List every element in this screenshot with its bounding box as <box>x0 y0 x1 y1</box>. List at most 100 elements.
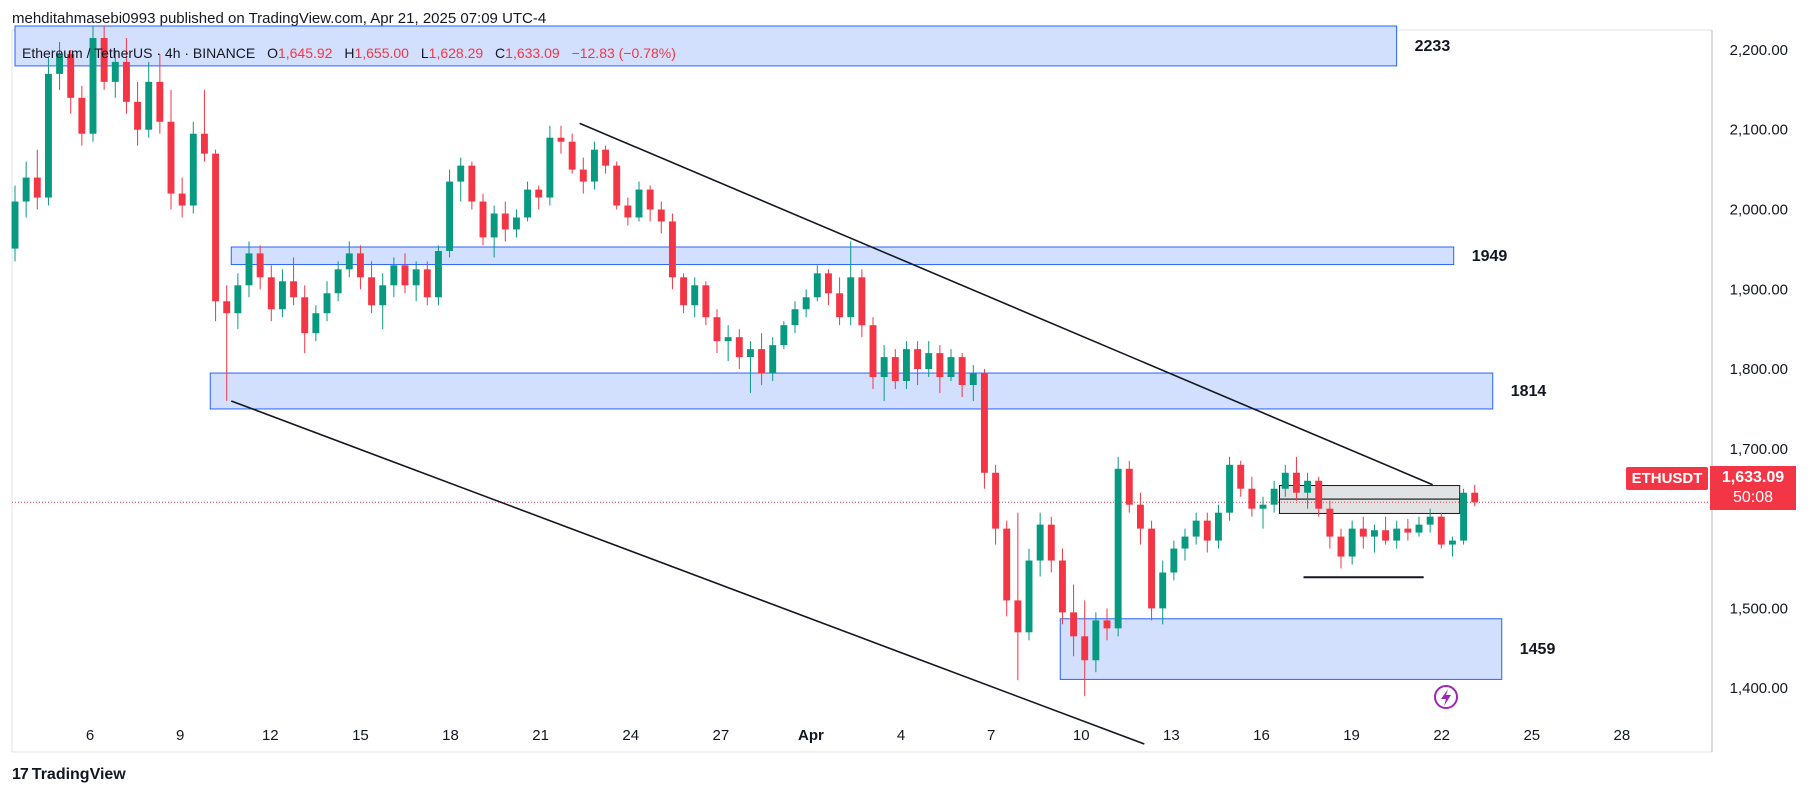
candle-body <box>1281 472 1289 489</box>
candle-body <box>356 253 364 278</box>
candle <box>546 125 554 206</box>
candle <box>1460 488 1468 545</box>
candle-body <box>11 201 19 249</box>
candle <box>758 333 766 386</box>
candle <box>1081 600 1089 697</box>
tradingview-branding[interactable]: 17 TradingView <box>12 766 126 784</box>
candle <box>1203 512 1211 553</box>
candle <box>200 89 208 162</box>
candle-body <box>1404 528 1412 533</box>
candle-body <box>167 121 175 194</box>
candle <box>501 201 509 242</box>
y-tick-label: 1,900.00 <box>1730 281 1788 298</box>
trendline-1 <box>230 400 1145 745</box>
low-value: 1,628.29 <box>428 45 484 61</box>
open-label: O <box>267 45 278 61</box>
candle <box>145 61 153 138</box>
candle-body <box>590 149 598 182</box>
candle-body <box>1159 572 1167 609</box>
candle-body <box>1359 528 1367 537</box>
lightning-icon <box>1434 685 1458 709</box>
candle <box>1382 516 1390 545</box>
candle-body <box>1025 560 1033 633</box>
candle <box>122 37 130 114</box>
x-tick-label: 19 <box>1343 727 1360 744</box>
candle-body <box>1125 468 1133 505</box>
y-tick-label: 1,500.00 <box>1730 600 1788 617</box>
candle-body <box>891 357 899 382</box>
candle <box>1393 520 1401 549</box>
candle-body <box>457 165 465 182</box>
candle <box>1337 528 1345 569</box>
candle <box>1326 500 1334 549</box>
zone-label-3: 1459 <box>1520 641 1556 658</box>
candle-body <box>1426 516 1434 525</box>
candle <box>167 89 175 210</box>
candle-body <box>1214 512 1222 541</box>
candle-body <box>256 253 264 278</box>
candle <box>1259 496 1267 529</box>
y-tick-label: 2,000.00 <box>1730 202 1788 219</box>
candle-body <box>980 373 988 473</box>
candle-body <box>858 277 866 326</box>
candle-body <box>379 285 387 306</box>
candle-body <box>290 281 298 298</box>
candle-body <box>746 349 754 358</box>
candle-body <box>368 277 376 306</box>
candle <box>602 145 610 174</box>
candle-body <box>1348 528 1356 557</box>
candle-body <box>223 301 231 314</box>
candle-body <box>1181 536 1189 549</box>
candle-body <box>869 325 877 378</box>
candle-body <box>56 53 64 74</box>
candle-body <box>836 293 844 318</box>
candle-body <box>1471 492 1479 503</box>
y-tick-label: 1,400.00 <box>1730 680 1788 697</box>
candle <box>958 353 966 397</box>
candle-body <box>1326 508 1334 537</box>
candle <box>1437 512 1445 549</box>
candle <box>89 26 97 142</box>
y-tick-label: 1,700.00 <box>1730 441 1788 458</box>
candle <box>490 205 498 258</box>
candle-body <box>880 357 888 378</box>
candle-body <box>512 217 520 230</box>
candle <box>802 289 810 318</box>
candle <box>434 245 442 306</box>
candle-body <box>1259 504 1267 509</box>
candle <box>535 185 543 210</box>
last-price-value: 1,633.09 <box>1721 469 1785 486</box>
candle-body <box>434 250 442 298</box>
candle <box>134 81 142 146</box>
candle-body <box>401 265 409 286</box>
candle <box>1226 456 1234 521</box>
candle-body <box>122 61 130 102</box>
candle-body <box>1460 492 1468 541</box>
candle <box>914 341 922 386</box>
candle <box>891 349 899 390</box>
candle <box>111 49 119 98</box>
candle-body <box>635 189 643 218</box>
candle-body <box>735 337 743 358</box>
candle <box>836 277 844 326</box>
candle <box>1415 516 1423 537</box>
candle-body <box>524 189 532 218</box>
candle <box>256 245 264 290</box>
trendline-0 <box>579 122 1433 486</box>
x-tick-label: 10 <box>1073 727 1090 744</box>
candle-body <box>301 297 309 334</box>
candle-body <box>33 177 41 198</box>
candle <box>457 157 465 202</box>
candle-body <box>847 277 855 318</box>
candle <box>646 185 654 222</box>
candle-body <box>345 253 353 270</box>
candle <box>1058 548 1066 625</box>
candle <box>1270 480 1278 513</box>
candle <box>356 245 364 290</box>
candle-body <box>1304 480 1312 493</box>
candle-body <box>312 313 320 334</box>
candle-body <box>67 53 75 98</box>
candle-body <box>1237 464 1245 489</box>
candle-body <box>546 137 554 198</box>
